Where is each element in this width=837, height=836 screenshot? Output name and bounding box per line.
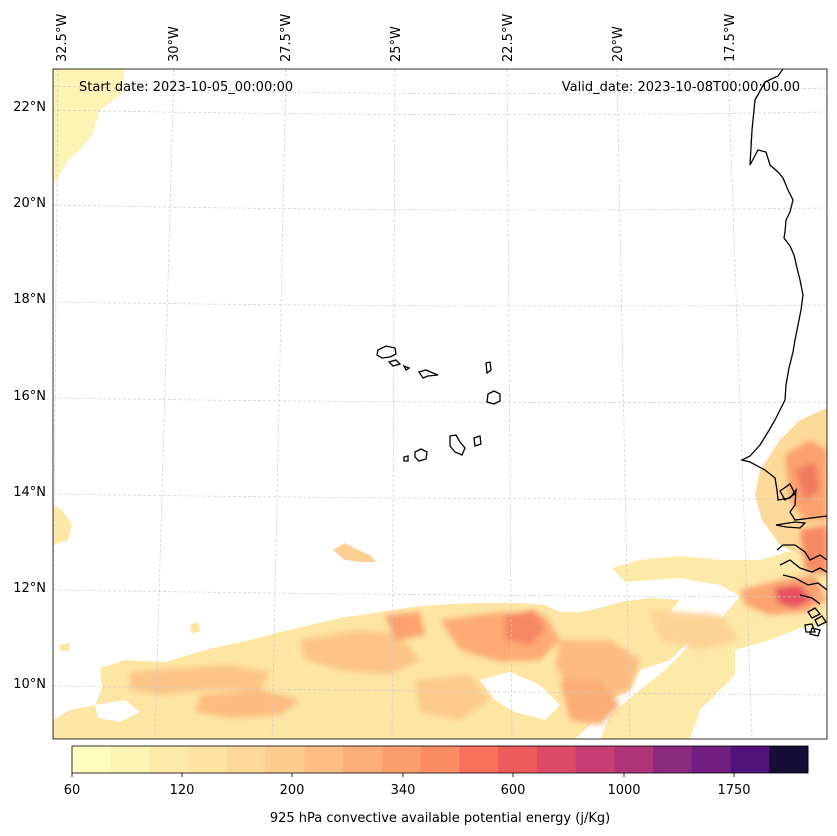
colorbar-segments: [72, 746, 809, 773]
cape-blob-4: [385, 612, 425, 640]
cape-patch-small: [333, 543, 376, 562]
cape-patch-isolated-2: [60, 643, 70, 651]
cape-blob-9: [415, 675, 490, 720]
colorbar-segment: [575, 746, 615, 773]
colorbar-segment: [226, 746, 267, 773]
start-date-label: Start date: 2023-10-05_00:00:00: [79, 80, 293, 95]
cape-patch-isolated-1: [190, 622, 200, 633]
colorbar-segment: [730, 746, 770, 773]
colorbar-tick-600: 600: [501, 783, 526, 798]
colorbar-tick-1000: 1000: [607, 783, 640, 798]
lon-label-27-5w: 27.5°W: [279, 14, 294, 62]
island-sao-vicente: [387, 359, 402, 367]
gambia-outline: [775, 521, 807, 529]
senegal-coast-details: [779, 483, 796, 501]
lon-label-20w: 20°W: [611, 26, 626, 62]
lon-label-25w: 25°W: [389, 26, 404, 62]
colorbar-segment: [614, 746, 654, 773]
lat-label-10n: 10°N: [13, 677, 46, 692]
colorbar-tick-1750: 1750: [717, 783, 750, 798]
gridlines: [53, 69, 827, 739]
map-area: [52, 68, 828, 740]
lat-label-14n: 14°N: [13, 485, 46, 500]
lat-label-12n: 12°N: [13, 581, 46, 596]
island-sao-nicolau: [417, 369, 439, 379]
island-santo-antao: [376, 345, 397, 359]
lat-label-18n: 18°N: [13, 292, 46, 307]
lat-label-16n: 16°N: [13, 389, 46, 404]
colorbar-segment: [265, 746, 305, 773]
colorbar-tick-60: 60: [64, 783, 81, 798]
coastlines: [376, 69, 827, 637]
cape-gap-3: [735, 625, 827, 739]
colorbar-segment: [691, 746, 732, 773]
cape-blob-13: [795, 462, 820, 500]
colorbar-segment: [420, 746, 460, 773]
latitude-labels: 22°N 20°N 18°N 16°N 14°N 12°N 10°N: [13, 100, 46, 692]
valid-date-label: Valid_date: 2023-10-08T00:00:00.00: [562, 80, 800, 95]
cape-blob-14: [800, 525, 827, 575]
colorbar-tick-120: 120: [170, 783, 195, 798]
colorbar: 60 120 200 340 600 1000 1750 925 hPa con…: [64, 745, 809, 826]
island-brava: [403, 455, 409, 462]
lat-label-22n: 22°N: [13, 100, 46, 115]
guinea-bissau-coast: [776, 544, 827, 605]
colorbar-segment: [188, 746, 228, 773]
colorbar-segment: [72, 746, 112, 773]
colorbar-segment: [343, 746, 383, 773]
island-maio: [473, 435, 482, 447]
cape-blob-3: [300, 630, 420, 675]
island-fogo: [414, 448, 428, 462]
lon-label-17-5w: 17.5°W: [723, 14, 738, 62]
colorbar-ticks: [71, 773, 735, 777]
colorbar-tick-200: 200: [280, 783, 305, 798]
cape-blob-6: [505, 610, 545, 645]
cape-patch-northwest: [53, 69, 125, 185]
colorbar-segment: [381, 746, 422, 773]
cape-patch-west: [53, 505, 72, 545]
island-sal: [485, 361, 492, 375]
lon-label-30w: 30°W: [167, 26, 182, 62]
cape-blob-2: [195, 690, 300, 718]
lon-label-32-5w: 32.5°W: [55, 14, 70, 62]
island-santa-luzia: [402, 364, 411, 371]
colorbar-segment: [536, 746, 577, 773]
colorbar-tick-340: 340: [391, 783, 416, 798]
longitude-labels: 32.5°W 30°W 27.5°W 25°W 22.5°W 20°W 17.5…: [55, 14, 738, 62]
colorbar-frame: [71, 745, 809, 774]
colorbar-segment: [110, 746, 150, 773]
cape-blob-8: [560, 680, 620, 725]
colorbar-segment: [498, 746, 538, 773]
colorbar-segment: [769, 746, 809, 773]
cape-blob-11: [775, 585, 812, 608]
island-santiago: [449, 434, 466, 456]
cape-gap-1: [480, 672, 560, 720]
cape-gap-4: [95, 700, 140, 722]
africa-coastline: [740, 69, 827, 521]
cape-blob-15: [650, 610, 740, 650]
colorbar-segment: [304, 746, 344, 773]
bijagos-islands: [804, 607, 827, 637]
lat-label-20n: 20°N: [13, 196, 46, 211]
island-boa-vista: [486, 390, 501, 405]
colorbar-label: 925 hPa convective available potential e…: [270, 811, 610, 826]
colorbar-segment: [149, 746, 189, 773]
cape-shading: [53, 69, 827, 739]
lon-label-22-5w: 22.5°W: [501, 14, 516, 62]
colorbar-segment: [653, 746, 693, 773]
colorbar-segment: [459, 746, 499, 773]
